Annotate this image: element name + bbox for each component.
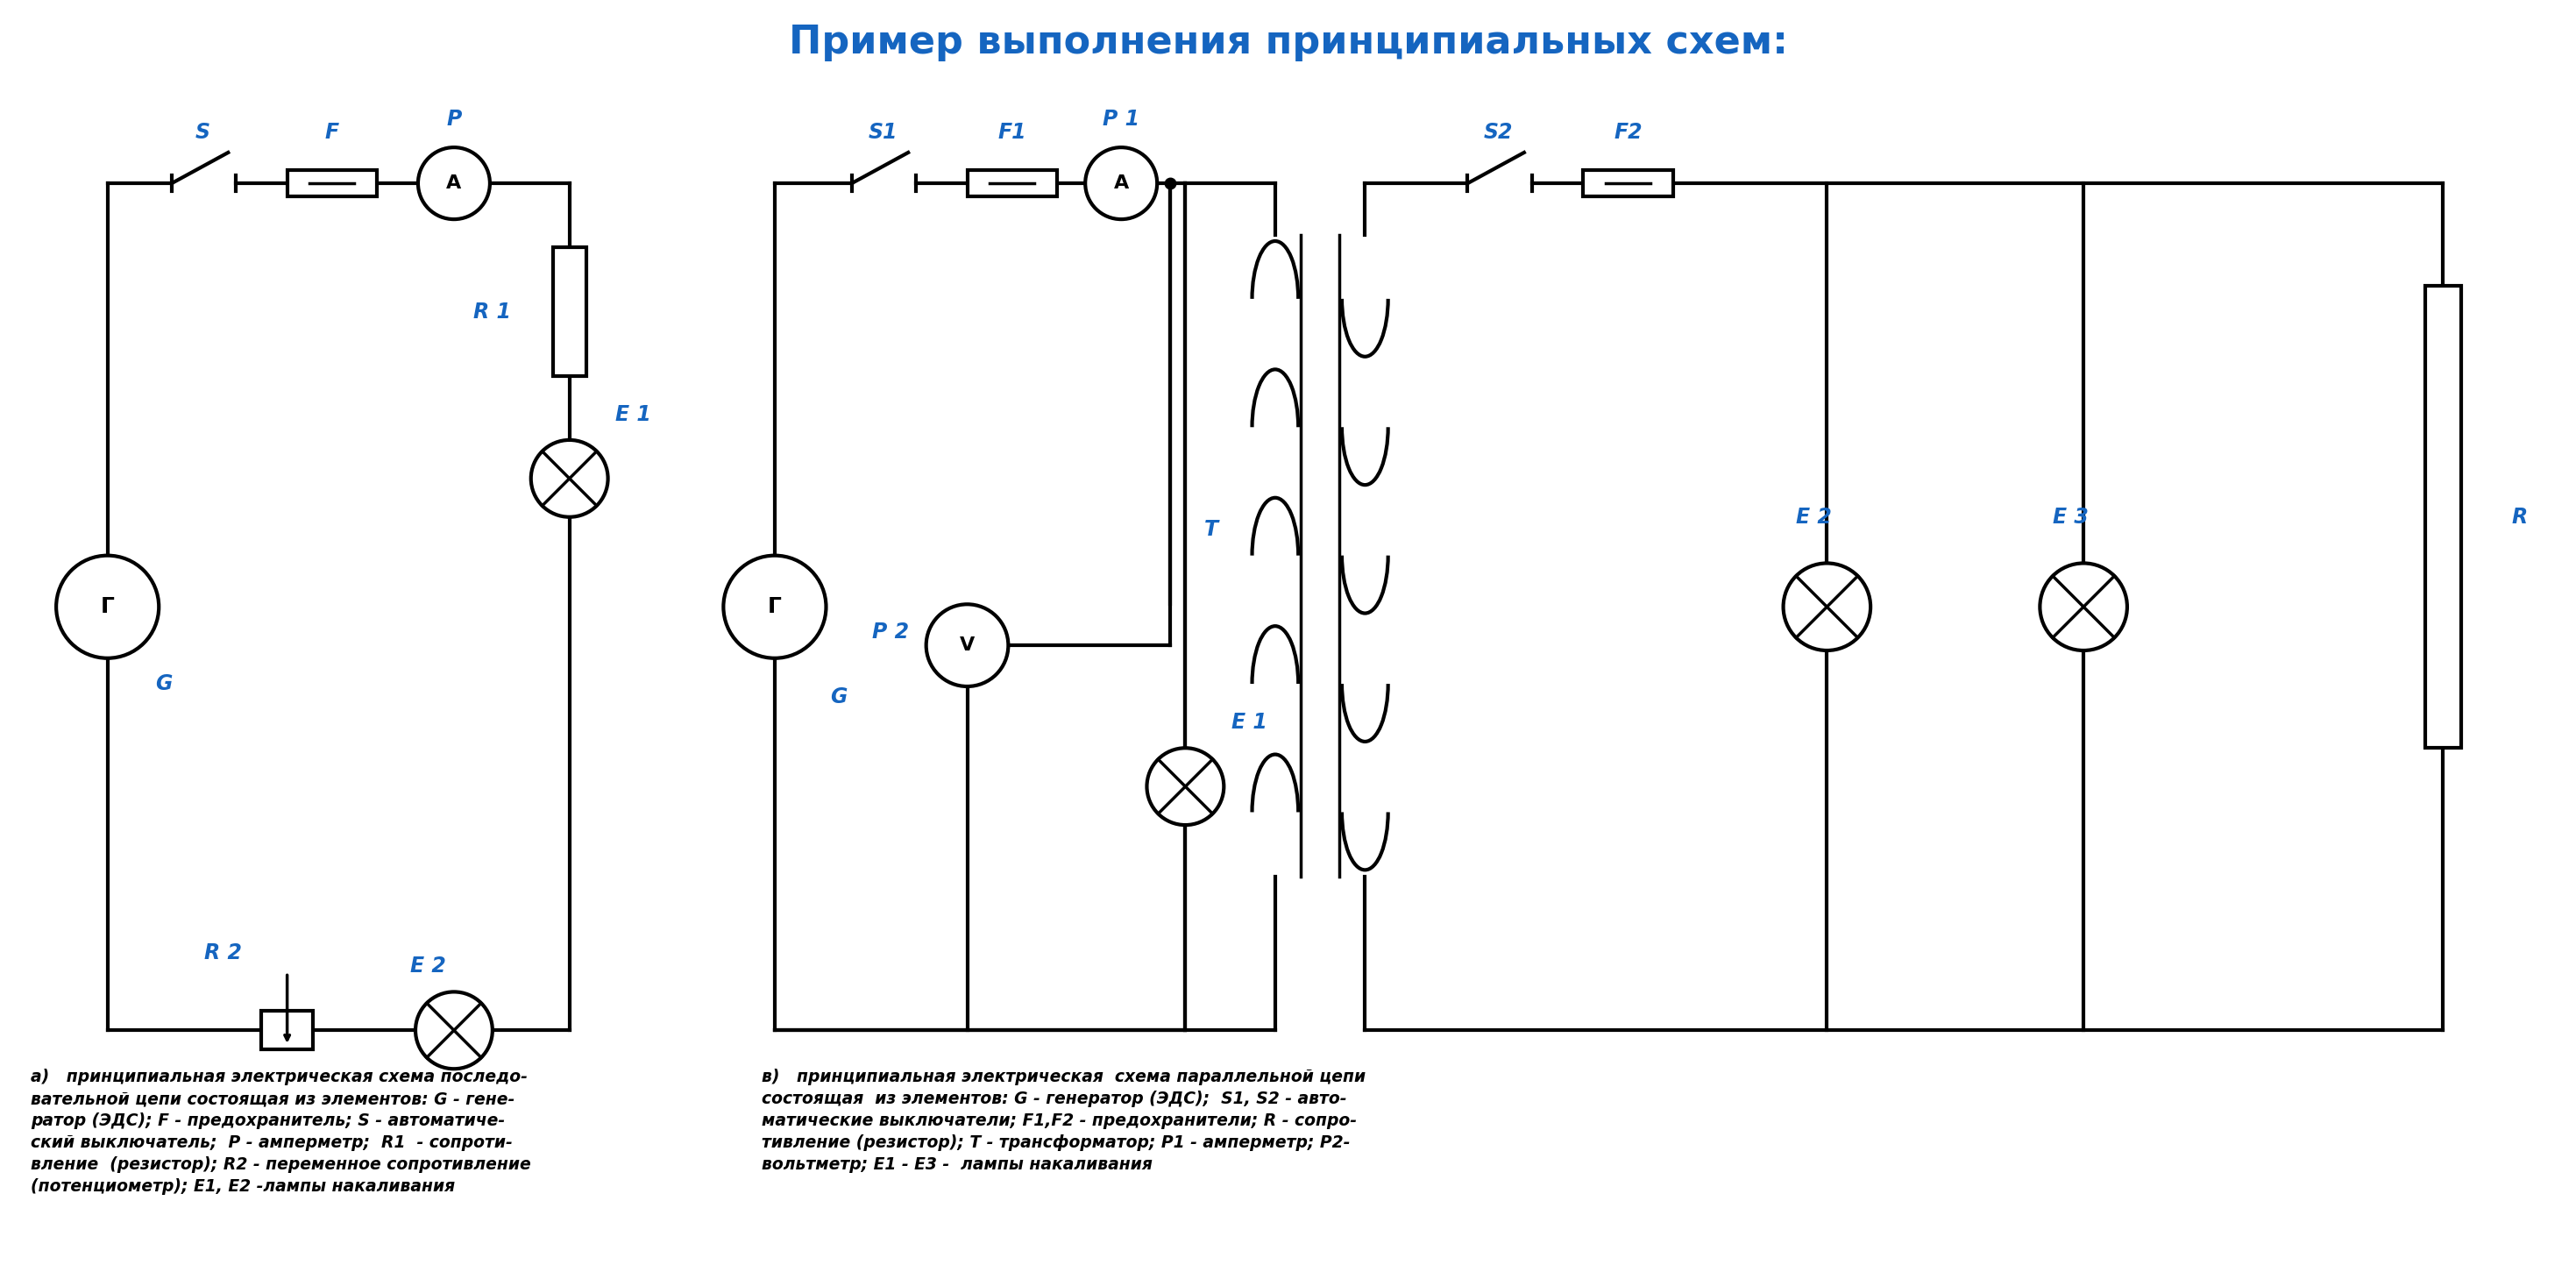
- Text: E 2: E 2: [410, 955, 446, 977]
- Circle shape: [415, 992, 492, 1069]
- Text: R 2: R 2: [204, 942, 242, 964]
- Text: A: A: [1113, 175, 1128, 192]
- Bar: [554, 248, 587, 376]
- Text: V: V: [961, 636, 974, 654]
- Text: S2: S2: [1484, 121, 1512, 143]
- Circle shape: [57, 555, 160, 658]
- Text: F: F: [325, 121, 340, 143]
- Text: G: G: [829, 686, 848, 707]
- Bar: [286, 171, 376, 196]
- Text: в)   принципиальная электрическая  схема параллельной цепи
состоящая  из элемент: в) принципиальная электрическая схема па…: [762, 1069, 1365, 1173]
- Circle shape: [1084, 148, 1157, 219]
- Bar: [2424, 286, 2460, 748]
- Text: P 2: P 2: [871, 622, 909, 643]
- Text: E 1: E 1: [1231, 712, 1267, 732]
- Text: Г: Г: [100, 596, 113, 617]
- Circle shape: [531, 440, 608, 517]
- Text: T: T: [1203, 520, 1218, 540]
- Text: E 2: E 2: [1795, 506, 1832, 528]
- Circle shape: [927, 605, 1007, 687]
- Text: F1: F1: [997, 121, 1025, 143]
- Circle shape: [724, 555, 827, 658]
- Text: G: G: [155, 673, 173, 694]
- Circle shape: [1783, 563, 1870, 650]
- Text: P: P: [446, 109, 461, 130]
- Text: S: S: [196, 121, 209, 143]
- Bar: [966, 171, 1056, 196]
- Text: R: R: [2512, 506, 2527, 528]
- Text: E 3: E 3: [2053, 506, 2089, 528]
- Text: а)   принципиальная электрическая схема последо-
вательной цепи состоящая из эле: а) принципиальная электрическая схема по…: [31, 1069, 531, 1195]
- Text: Пример выполнения принципиальных схем:: Пример выполнения принципиальных схем:: [788, 23, 1788, 61]
- Text: R 1: R 1: [474, 301, 510, 323]
- Circle shape: [417, 148, 489, 219]
- Bar: [263, 1011, 312, 1050]
- Circle shape: [1146, 748, 1224, 825]
- Text: F2: F2: [1613, 121, 1643, 143]
- Text: Г: Г: [768, 596, 781, 617]
- Text: A: A: [446, 175, 461, 192]
- Bar: [1584, 171, 1672, 196]
- Text: S1: S1: [868, 121, 896, 143]
- Text: P 1: P 1: [1103, 109, 1139, 130]
- Text: E 1: E 1: [616, 404, 652, 425]
- Circle shape: [2040, 563, 2128, 650]
